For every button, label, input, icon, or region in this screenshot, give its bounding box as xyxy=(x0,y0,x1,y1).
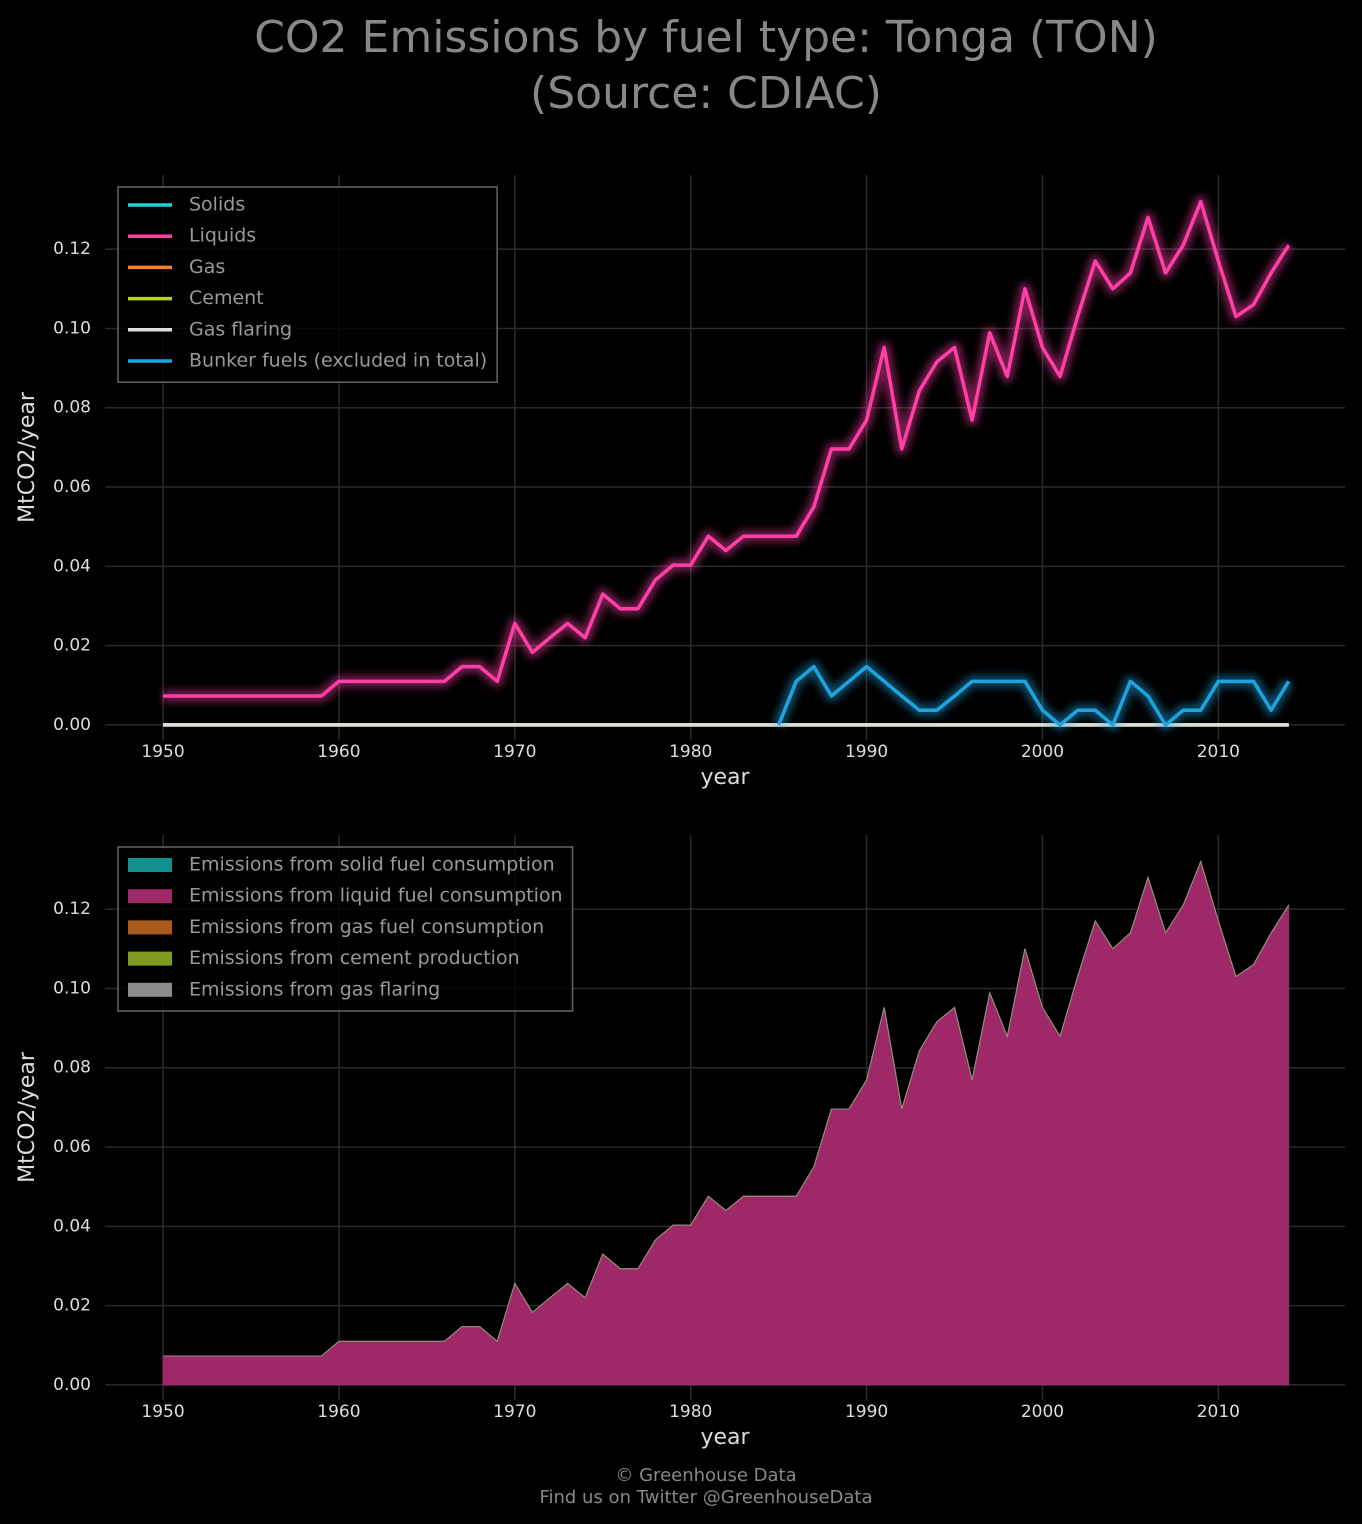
x-tick-label: 1990 xyxy=(845,1402,888,1422)
legend-swatch xyxy=(128,920,172,935)
x-tick-label: 1960 xyxy=(317,742,360,762)
x-tick-label: 1990 xyxy=(845,742,888,762)
y-tick-label: 0.12 xyxy=(53,899,91,919)
legend-label: Emissions from solid fuel consumption xyxy=(189,854,555,876)
legend-swatch xyxy=(128,951,172,966)
y-axis-label: MtCO2/year xyxy=(15,1051,40,1183)
y-tick-label: 0.00 xyxy=(53,715,91,735)
legend: Emissions from solid fuel consumption Emi… xyxy=(117,846,574,1012)
legend-box xyxy=(117,186,498,383)
footer: Find us on Twitter @GreenhouseData xyxy=(539,1487,872,1508)
x-tick-label: 1950 xyxy=(141,1402,184,1422)
legend-label: Liquids xyxy=(189,225,256,247)
area xyxy=(163,860,1290,1357)
x-tick-label: 2010 xyxy=(1197,742,1240,762)
legend-label: Cement xyxy=(189,287,264,309)
legend-swatch xyxy=(128,858,172,872)
legend-swatch xyxy=(128,982,172,997)
y-tick-label: 0.10 xyxy=(53,978,91,998)
x-tick-label: 1950 xyxy=(141,742,184,762)
line xyxy=(163,199,1291,698)
x-tick-label: 2000 xyxy=(1021,742,1064,762)
legend-label: Bunker fuels (excluded in total) xyxy=(189,350,487,372)
legend-label: Emissions from gas flaring xyxy=(189,978,440,1000)
y-tick-label: 0.04 xyxy=(53,1216,91,1236)
x-tick-label: 2010 xyxy=(1197,1402,1240,1422)
x-axis-label: year xyxy=(700,1425,750,1450)
x-axis-label: year xyxy=(700,765,750,790)
x-tick-label: 1980 xyxy=(669,742,712,762)
line xyxy=(777,664,1291,727)
x-tick-label: 2000 xyxy=(1021,1402,1064,1422)
chart-title: (Source: CDIAC) xyxy=(530,68,882,119)
legend: Solids Liquids Gas Cement Gas flaring Bunker … xyxy=(117,186,498,383)
legend-label: Solids xyxy=(189,194,245,216)
x-tick-label: 1970 xyxy=(493,742,536,762)
chart-title: CO2 Emissions by fuel type: Tonga (TON) xyxy=(254,12,1158,63)
y-axis-label: MtCO2/year xyxy=(15,391,40,523)
y-tick-label: 0.06 xyxy=(53,477,91,497)
y-tick-label: 0.02 xyxy=(53,1296,91,1316)
footer: © Greenhouse Data xyxy=(615,1465,796,1486)
y-tick-label: 0.12 xyxy=(53,239,91,259)
y-tick-label: 0.04 xyxy=(53,556,91,576)
x-tick-label: 1980 xyxy=(669,1402,712,1422)
legend-label: Gas flaring xyxy=(189,318,292,340)
x-tick-label: 1960 xyxy=(317,1402,360,1422)
y-tick-label: 0.08 xyxy=(53,1058,91,1078)
y-tick-label: 0.00 xyxy=(53,1375,91,1395)
legend-label: Emissions from gas fuel consumption xyxy=(189,916,544,938)
legend-label: Emissions from liquid fuel consumption xyxy=(189,885,563,907)
y-tick-label: 0.02 xyxy=(53,636,91,656)
y-tick-label: 0.10 xyxy=(53,318,91,338)
y-tick-label: 0.06 xyxy=(53,1137,91,1157)
y-tick-label: 0.08 xyxy=(53,398,91,418)
legend-swatch xyxy=(128,889,172,904)
x-tick-label: 1970 xyxy=(493,1402,536,1422)
legend-label: Gas xyxy=(189,256,225,278)
legend-box xyxy=(117,846,574,1012)
legend-label: Emissions from cement production xyxy=(189,947,520,969)
